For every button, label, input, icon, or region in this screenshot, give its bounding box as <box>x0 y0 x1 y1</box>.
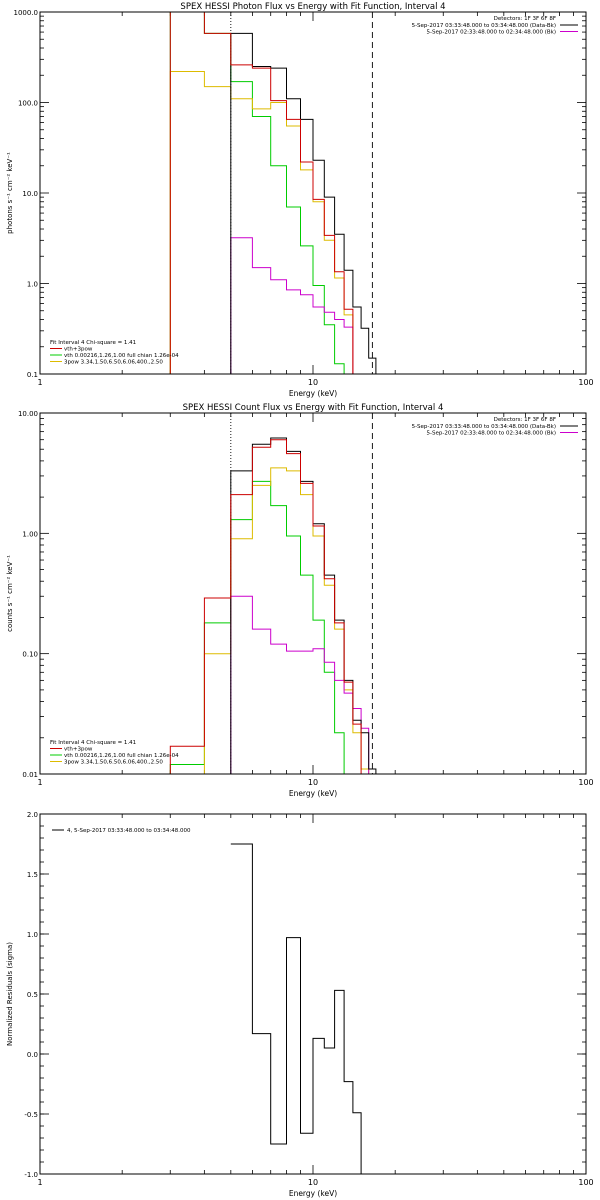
p0-legend-bottom-label: vth 0.00216,1.26,1.00 full chian 1.26e-0… <box>64 353 179 359</box>
p1-x-tick-label: 100 <box>578 778 593 787</box>
p1-legend-bottom-label: vth 0.00216,1.26,1.00 full chian 1.26e-0… <box>64 753 179 759</box>
p1-legend-top-label: 5-Sep-2017 02:33:48.000 to 02:34:48.000 … <box>427 431 557 437</box>
p2-x-tick-label: 100 <box>578 1178 593 1187</box>
p0-y-tick-label: 0.1 <box>27 371 38 379</box>
p1-x-tick-label: 1 <box>37 778 42 787</box>
p0-legend-bottom-label: 3pow 3.34,1.50,6.50,6.06,400.,2.50 <box>64 360 163 366</box>
p0-y-tick-label: 100.0 <box>18 100 38 108</box>
p2-x-tick-label: 10 <box>308 1178 318 1187</box>
residuals-panel: 1 10 100 Energy (keV) -1.0 -0.5 0.0 0.5 1.0 1.5 2.… <box>6 811 594 1198</box>
p1-series-fit <box>169 439 362 774</box>
p0-x-tick-label: 10 <box>308 378 318 387</box>
p1-y-tick-label: 10.00 <box>18 410 38 418</box>
p0-legend-detectors: Detectors: 1F 3F 6F 8F <box>494 16 556 22</box>
p0-legend-fit-header: Fit Interval 4 Chi-square = 1.41 <box>50 340 136 346</box>
p0-y-tick-label: 1.0 <box>27 281 38 289</box>
p0-series-background <box>230 237 354 374</box>
p2-series-residuals <box>230 843 373 1174</box>
p0-series-fit <box>169 12 354 374</box>
p0-series-powerlaw <box>169 71 354 374</box>
p2-y-tick-label: 1.5 <box>27 871 38 879</box>
p0-x-axis-label: Energy (keV) <box>289 389 337 398</box>
p2-legend-label: 4, 5-Sep-2017 03:33:48.000 to 03:34:48.0… <box>67 828 191 834</box>
p1-series-powerlaw <box>170 467 376 774</box>
p1-legend-top-label: 5-Sep-2017 03:33:48.000 to 03:34:48.000 … <box>412 424 556 430</box>
p2-y-tick-label: -1.0 <box>24 1171 38 1179</box>
p1-legend-bottom-label: 3pow 3.34,1.50,6.50,6.06,400.,2.50 <box>64 760 163 766</box>
p1-plot-frame <box>39 412 587 775</box>
p2-plot-frame <box>39 813 587 1175</box>
p1-series-thermal <box>169 480 345 774</box>
p1-y-tick-label: 0.10 <box>22 651 38 659</box>
p1-legend-fit-header: Fit Interval 4 Chi-square = 1.41 <box>50 740 136 746</box>
p1-legend-detectors: Detectors: 1F 3F 6F 8F <box>494 417 556 423</box>
p1-series-background <box>230 595 370 774</box>
p1-x-axis-label: Energy (keV) <box>289 789 337 798</box>
p2-y-axis-label: Normalized Residuals (sigma) <box>6 942 14 1046</box>
p2-x-axis-label: Energy (keV) <box>289 1189 337 1198</box>
p0-y-tick-label: 10.0 <box>22 190 38 198</box>
p1-y-axis-label: counts s⁻¹ cm⁻² keV⁻¹ <box>6 555 14 632</box>
p0-x-tick-label: 1 <box>37 378 42 387</box>
p2-y-tick-label: -0.5 <box>24 1111 38 1119</box>
p0-legend-top-label: 5-Sep-2017 03:33:48.000 to 03:34:48.000 … <box>412 23 556 29</box>
p1-x-tick-label: 10 <box>308 778 318 787</box>
p2-y-tick-label: 1.0 <box>27 931 38 939</box>
count-flux-panel: SPEX HESSI Count Flux vs Energy with Fit… <box>6 403 594 798</box>
p2-x-tick-label: 1 <box>37 1178 42 1187</box>
p0-title: SPEX HESSI Photon Flux vs Energy with Fi… <box>180 2 445 12</box>
p0-y-axis-label: photons s⁻¹ cm⁻² keV⁻¹ <box>6 152 14 234</box>
p0-series-data <box>230 32 377 374</box>
p2-y-tick-label: 0.0 <box>27 1051 38 1059</box>
p0-legend-top-label: 5-Sep-2017 02:33:48.000 to 02:34:48.000 … <box>427 30 557 36</box>
p1-y-tick-label: 0.01 <box>22 771 38 779</box>
p0-x-tick-label: 100 <box>578 378 593 387</box>
p0-y-tick-label: 1000.0 <box>14 9 39 17</box>
p0-legend-bottom-label: vth+3pow <box>64 347 93 353</box>
photon-flux-panel: SPEX HESSI Photon Flux vs Energy with Fi… <box>6 2 594 398</box>
p0-plot-frame <box>39 11 587 375</box>
p1-legend-bottom-label: vth+3pow <box>64 747 93 753</box>
p2-y-tick-label: 2.0 <box>27 811 38 819</box>
p1-y-tick-label: 1.00 <box>22 530 38 538</box>
p2-y-tick-label: 0.5 <box>27 991 38 999</box>
p1-title: SPEX HESSI Count Flux vs Energy with Fit… <box>183 403 444 413</box>
